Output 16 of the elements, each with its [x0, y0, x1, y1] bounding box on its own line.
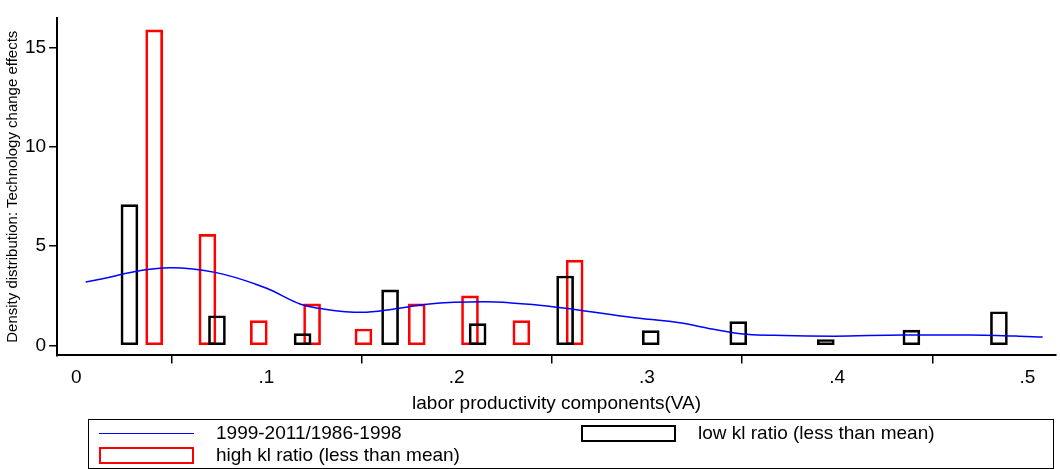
legend-label: 1999-2011/1986-1998 [216, 422, 402, 444]
x-tick-label: .4 [829, 366, 846, 388]
y-tick-label: 5 [35, 234, 47, 256]
x-tick-label: .2 [448, 366, 465, 388]
x-tick-label: .1 [258, 366, 275, 388]
legend-label: high kl ratio (less than mean) [216, 444, 460, 466]
y-tick-label: 0 [35, 333, 47, 355]
line-series [84, 266, 1044, 338]
x-axis-title: labor productivity components(VA) [412, 391, 702, 413]
x-tick-label: 0 [70, 366, 82, 388]
y-axis-title: Density distribution: Technology change effects [3, 30, 21, 343]
y-tick-label: 10 [24, 135, 47, 157]
y-tick-label: 15 [24, 36, 47, 57]
legend-label: low kl ratio (less than mean) [698, 422, 935, 444]
x-tick-label: .5 [1019, 366, 1036, 388]
x-tick-label: .3 [639, 366, 655, 388]
